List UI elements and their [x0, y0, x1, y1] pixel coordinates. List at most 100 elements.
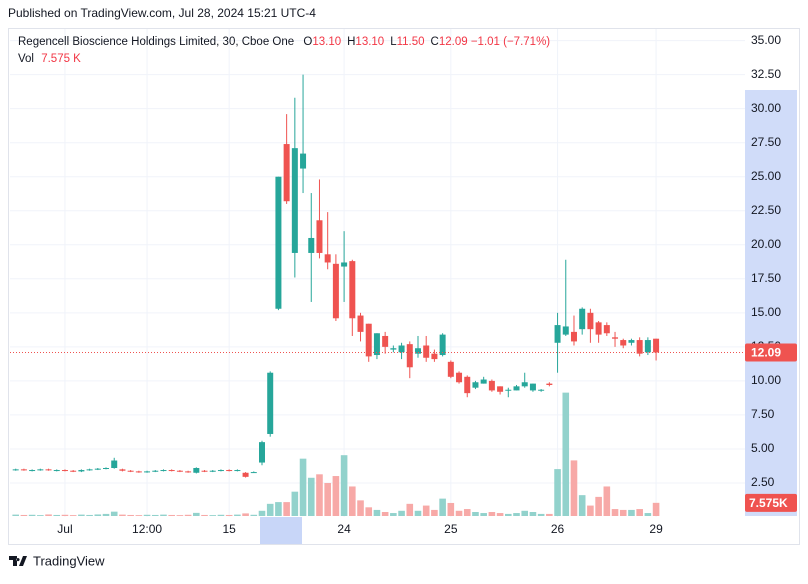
last-volume-box: [745, 493, 797, 512]
volume-bar: [611, 509, 619, 516]
candle-body: [78, 470, 85, 472]
legend-ohlc: O13.10 H13.10 L11.50 C12.09: [303, 36, 467, 48]
candle-body: [193, 468, 200, 473]
volume-bar: [480, 513, 487, 516]
candle-body: [570, 331, 577, 342]
candle-body: [324, 254, 331, 263]
candle-body: [176, 470, 183, 472]
candle-body: [595, 322, 602, 335]
legend-ohlc-value: 12.09: [439, 36, 468, 48]
price-range-highlight: [745, 90, 797, 516]
candle-body: [37, 469, 44, 471]
candle-body: [513, 386, 520, 391]
candle-body: [275, 176, 282, 309]
volume-bar: [455, 510, 463, 516]
volume-bar: [381, 512, 389, 516]
volume-bar: [324, 482, 331, 516]
volume-bar: [349, 486, 356, 516]
volume-bar: [299, 458, 307, 516]
legend-ohlc-value: 11.50: [397, 36, 425, 48]
volume-layer: [12, 392, 660, 516]
candle-body: [653, 338, 660, 353]
candle-body: [111, 460, 118, 468]
volume-bar: [463, 509, 471, 516]
legend: Regencell Bioscience Holdings Limited, 3…: [18, 36, 550, 48]
x-tick-label: 24: [337, 522, 351, 536]
candle-body: [562, 326, 569, 335]
chart-frame: [8, 28, 800, 545]
legend-volume-label: Vol: [18, 53, 34, 65]
legend-symbol: Regencell Bioscience Holdings Limited, 3…: [18, 36, 294, 48]
volume-bar: [283, 502, 290, 516]
candle-body: [538, 389, 545, 391]
volume-bar: [431, 509, 438, 516]
last-volume-label: 7.575K: [749, 496, 788, 510]
candle-body: [259, 442, 265, 463]
candle-body: [464, 376, 471, 394]
volume-bar: [332, 476, 340, 516]
candle-body: [300, 153, 307, 169]
volume-bar: [151, 514, 159, 516]
candle-body: [61, 470, 68, 472]
grid-layer: [10, 29, 745, 517]
candle-body: [20, 469, 27, 471]
volume-bar: [603, 486, 611, 516]
candle-body: [267, 372, 274, 434]
volume-bar: [94, 514, 102, 516]
volume-bar: [316, 474, 323, 516]
candle-body: [423, 345, 430, 358]
volume-bar: [357, 500, 364, 516]
volume-bar: [472, 512, 479, 516]
volume-bar: [390, 513, 397, 516]
x-tick-label: Jul: [57, 522, 72, 536]
legend-volume-value: 7.575 K: [41, 53, 81, 65]
volume-bar: [406, 503, 414, 516]
candle-body: [29, 470, 36, 472]
volume-bar: [505, 513, 512, 516]
volume-bar: [193, 512, 200, 516]
volume-bar: [127, 514, 134, 516]
volume-bar: [578, 495, 586, 516]
volume-bar: [209, 515, 217, 516]
candle-body: [291, 148, 298, 253]
candle-body: [119, 469, 126, 471]
x-tick-label: 12:00: [132, 522, 162, 536]
volume-bar: [628, 509, 635, 516]
volume-bar: [570, 460, 578, 516]
candle-body: [480, 379, 487, 384]
volume-bar: [291, 491, 299, 516]
volume-bar: [20, 514, 28, 516]
candle-body: [521, 382, 528, 387]
candle-body: [620, 340, 627, 346]
candle-body: [70, 470, 77, 472]
brand-name: TradingView: [33, 553, 105, 568]
candle-body: [431, 353, 438, 360]
candle-body: [644, 340, 651, 353]
candle-body: [242, 472, 249, 477]
volume-bar: [365, 507, 373, 516]
candle-body: [497, 386, 504, 392]
volume-bar: [86, 514, 93, 516]
candle-body: [398, 345, 405, 353]
candle-body: [144, 471, 151, 473]
volume-bar: [45, 514, 52, 516]
candle-body: [135, 471, 142, 473]
y-tick-label: 22.50: [751, 203, 781, 217]
volume-bar: [217, 514, 225, 516]
candle-body: [636, 340, 643, 354]
last-price-label: 12.09: [751, 346, 781, 360]
candle-body: [316, 220, 323, 253]
y-tick-label: 35.00: [751, 33, 781, 47]
x-tick-label: 26: [551, 522, 565, 536]
y-tick-label: 25.00: [751, 169, 781, 183]
candle-body: [332, 263, 339, 319]
volume-bar: [12, 514, 19, 516]
volume-bar: [143, 514, 151, 516]
candle-body: [185, 471, 192, 473]
candle-body: [554, 325, 561, 343]
legend-ohlc-value: 13.10: [355, 36, 384, 48]
candle-body: [529, 383, 536, 391]
candle-body: [201, 470, 208, 472]
